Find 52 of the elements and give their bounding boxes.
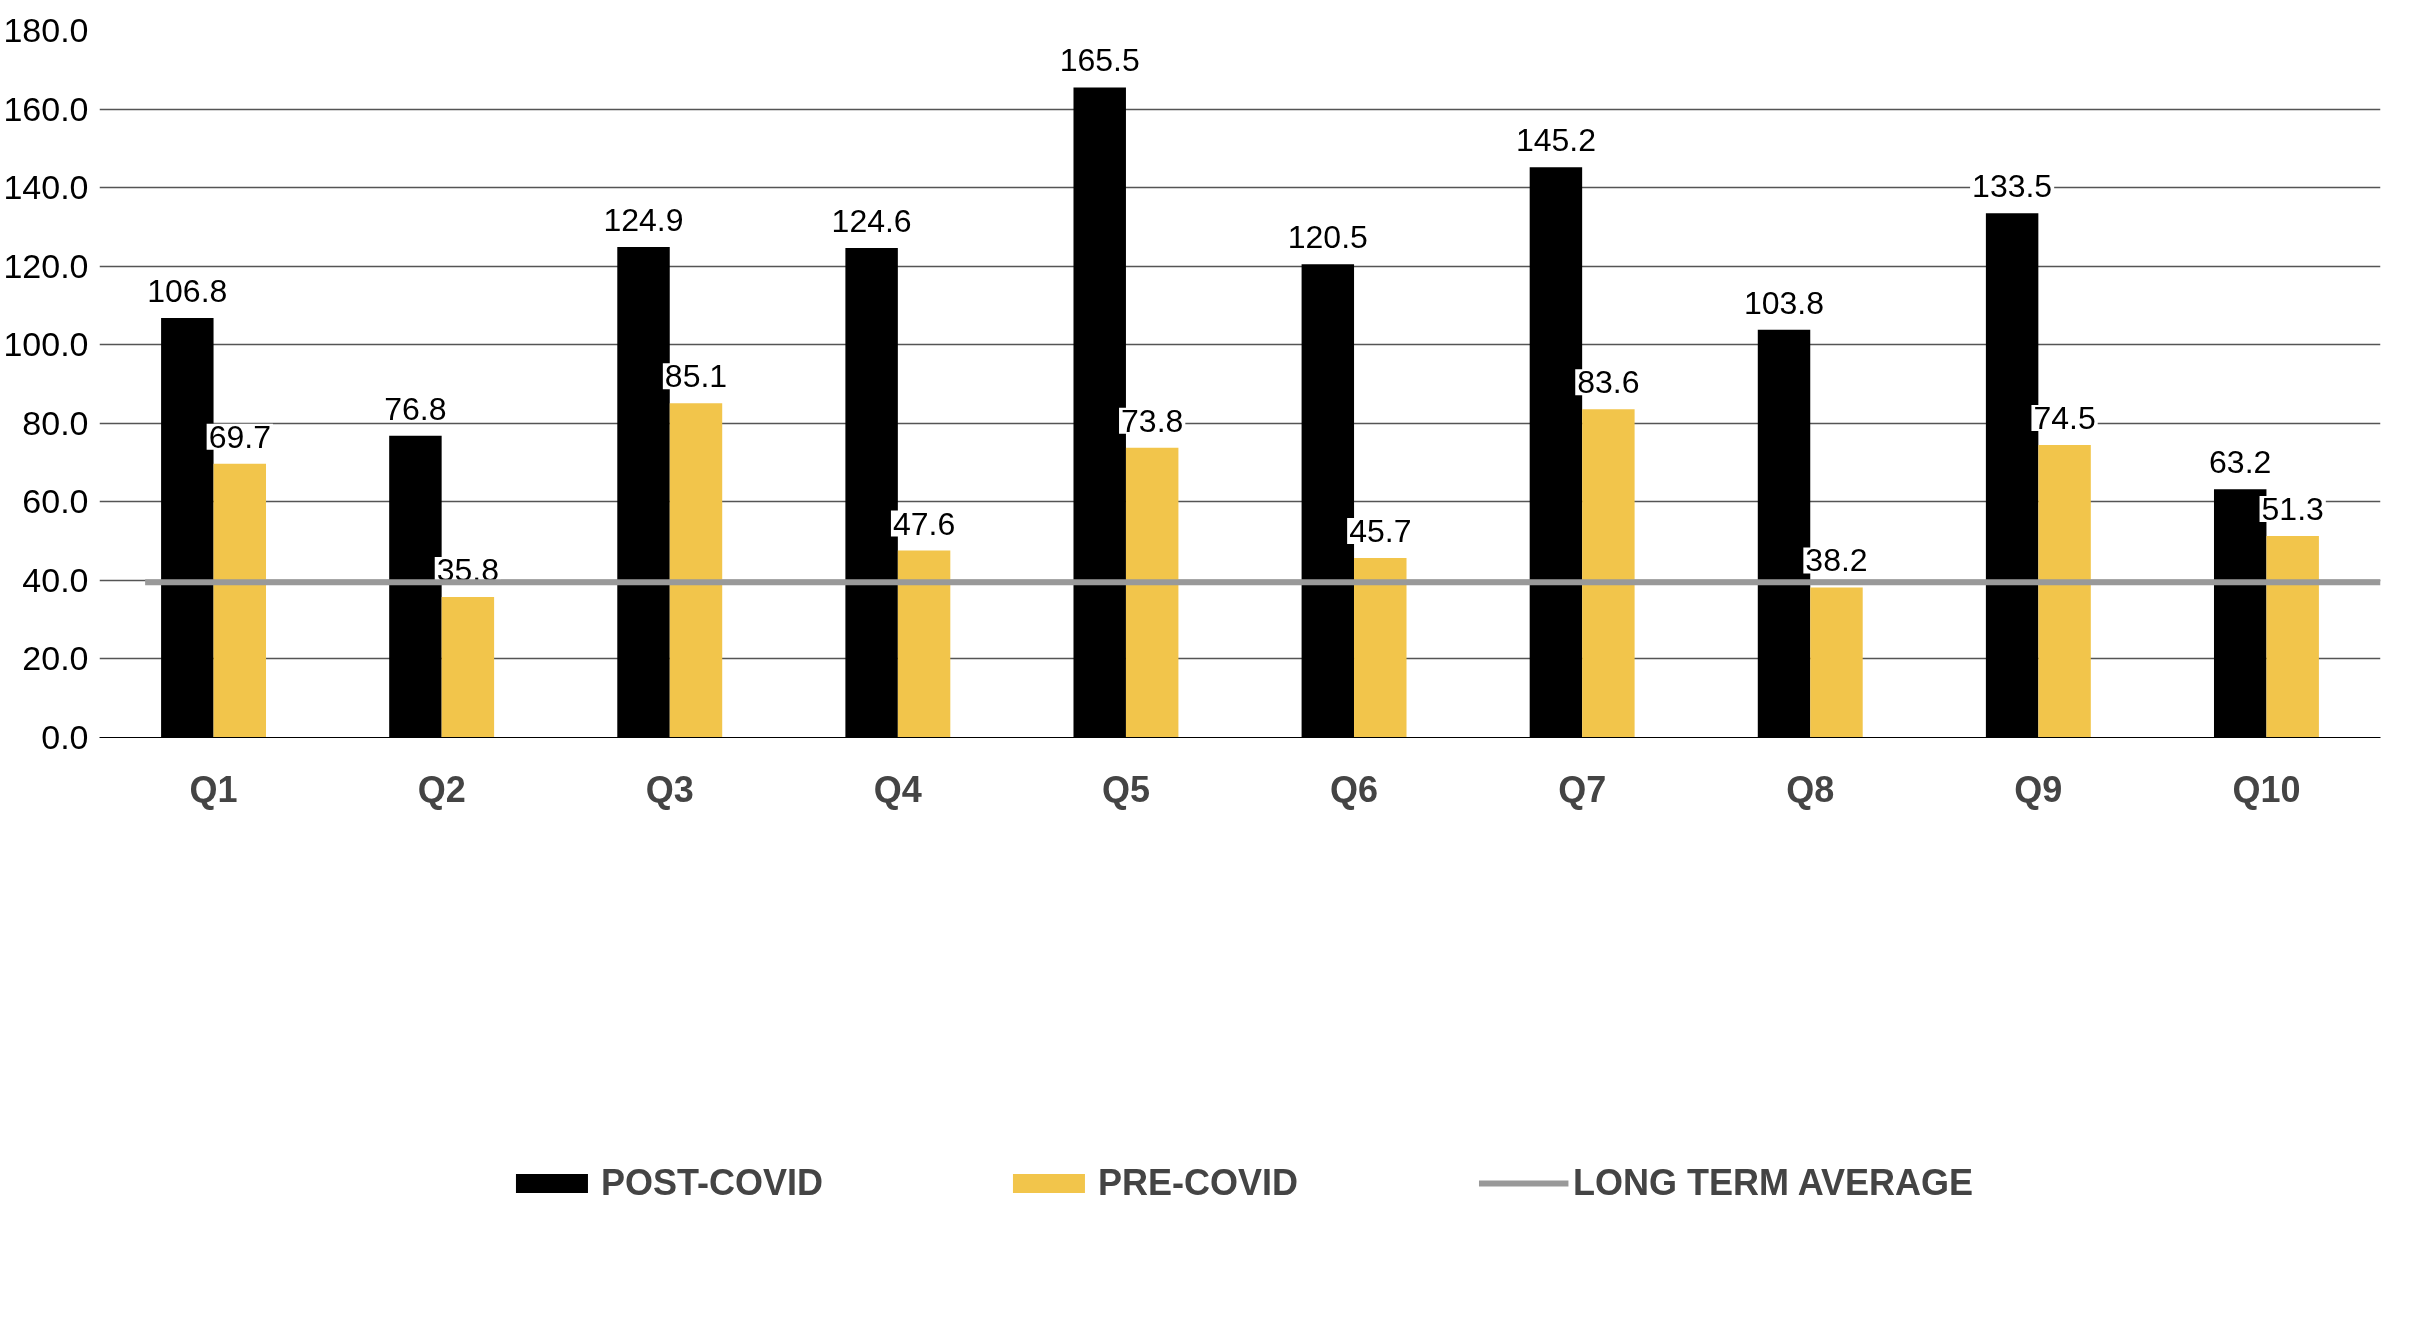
data-label: 45.7 bbox=[1349, 513, 1412, 549]
x-tick-label: Q5 bbox=[1101, 768, 1150, 810]
data-label: 74.5 bbox=[2033, 399, 2096, 436]
x-tick-label: Q3 bbox=[645, 768, 694, 810]
data-label: 63.2 bbox=[2209, 444, 2272, 481]
bar bbox=[1125, 447, 1179, 738]
x-tick-label: Q8 bbox=[1786, 768, 1835, 810]
bar bbox=[669, 403, 723, 738]
y-tick-label: 40.0 bbox=[22, 560, 89, 599]
bar bbox=[897, 550, 951, 738]
x-tick-label: Q6 bbox=[1330, 768, 1379, 810]
data-label: 38.2 bbox=[1805, 542, 1868, 579]
legend-label: LONG TERM AVERAGE bbox=[1573, 1161, 1974, 1204]
data-label: 103.8 bbox=[1743, 284, 1825, 321]
x-tick-label: Q10 bbox=[2232, 768, 2301, 810]
data-label: 73.8 bbox=[1121, 402, 1184, 439]
data-label: 69.7 bbox=[208, 418, 271, 455]
bar bbox=[2266, 536, 2319, 738]
data-label: 165.5 bbox=[1059, 42, 1140, 79]
y-tick-label: 120.0 bbox=[3, 246, 89, 285]
data-label: 51.3 bbox=[2261, 491, 2324, 528]
x-tick-label: Q4 bbox=[873, 768, 922, 810]
y-tick-label: 80.0 bbox=[22, 403, 89, 442]
data-label: 124.6 bbox=[831, 203, 912, 240]
y-tick-label: 180.0 bbox=[3, 11, 89, 49]
y-tick-label: 160.0 bbox=[3, 89, 89, 128]
y-tick-label: 20.0 bbox=[22, 639, 89, 678]
data-label: 106.8 bbox=[147, 273, 228, 310]
data-label: 120.5 bbox=[1287, 219, 1368, 256]
bar bbox=[2038, 444, 2091, 738]
x-tick-label: Q7 bbox=[1558, 768, 1607, 810]
data-label: 133.5 bbox=[1972, 168, 2053, 205]
y-tick-label: 140.0 bbox=[3, 168, 89, 207]
x-tick-label: Q9 bbox=[2014, 768, 2063, 810]
legend-label: POST-COVID bbox=[600, 1161, 823, 1204]
data-label: 47.6 bbox=[892, 505, 956, 542]
bar bbox=[1582, 409, 1635, 738]
x-tick-label: Q2 bbox=[417, 768, 466, 810]
bar bbox=[441, 596, 495, 738]
y-tick-label: 0.0 bbox=[41, 718, 89, 756]
data-label: 145.2 bbox=[1515, 122, 1596, 159]
bar bbox=[213, 463, 267, 738]
bar bbox=[1354, 558, 1407, 738]
data-label: 85.1 bbox=[664, 358, 728, 395]
y-tick-label: 60.0 bbox=[22, 482, 89, 521]
x-tick-label: Q1 bbox=[189, 768, 238, 810]
legend-label: PRE-COVID bbox=[1097, 1161, 1299, 1204]
y-tick-label: 100.0 bbox=[3, 325, 89, 364]
data-label: 83.6 bbox=[1577, 364, 1640, 401]
bar bbox=[1810, 587, 1863, 738]
data-label: 76.8 bbox=[384, 390, 447, 427]
data-label: 124.9 bbox=[603, 201, 684, 238]
